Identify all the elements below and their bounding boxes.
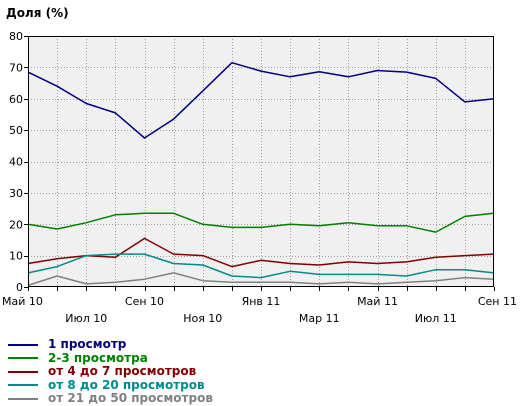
legend-swatch xyxy=(8,370,38,373)
x-tick-label: Мар 11 xyxy=(299,312,340,325)
legend-label: 2-3 просмотра xyxy=(48,350,148,365)
legend-item: 1 просмотр xyxy=(8,338,213,352)
x-tick-label: Май 11 xyxy=(357,295,398,308)
x-tick-label: Июл 11 xyxy=(415,312,457,325)
legend-label: от 8 до 20 просмотров xyxy=(48,377,205,392)
y-tick-label: 70 xyxy=(9,61,23,74)
legend-item: от 21 до 50 просмотров xyxy=(8,392,213,406)
plot-frame xyxy=(28,36,494,287)
x-tick-label: Ноя 10 xyxy=(183,312,222,325)
legend-label: от 21 до 50 просмотров xyxy=(48,391,213,406)
y-tick-label: 30 xyxy=(9,187,23,200)
y-tick-label: 0 xyxy=(16,281,23,294)
x-axis-ticks: Май 10 Сен 10 Янв 11 Май 11 Сен 11 Июл 10 Ноя … xyxy=(2,287,517,325)
y-tick-label: 80 xyxy=(9,30,23,43)
y-tick-label: 60 xyxy=(9,93,23,106)
legend-item: от 8 до 20 просмотров xyxy=(8,377,213,393)
legend-label: от 4 до 7 просмотров xyxy=(48,364,197,379)
series-line xyxy=(27,237,495,268)
legend-swatch xyxy=(8,357,38,360)
y-axis-ticks: 0 10 20 30 40 50 60 70 80 xyxy=(9,30,28,294)
y-tick-label: 50 xyxy=(9,124,23,137)
x-tick-label: Сен 11 xyxy=(478,295,517,308)
legend-item: 2-3 просмотра xyxy=(8,350,213,366)
x-tick-label: Сен 10 xyxy=(125,295,164,308)
y-tick-label: 10 xyxy=(9,250,23,263)
series-line xyxy=(27,61,495,139)
x-tick-label: Янв 11 xyxy=(242,295,281,308)
plot-area xyxy=(28,36,494,287)
series-line xyxy=(27,272,495,287)
legend-item: от 4 до 7 просмотров xyxy=(8,365,213,379)
legend-label: 1 просмотр xyxy=(48,337,127,352)
line-chart: Доля (%) 0 10 20 30 40 50 60 70 80 Май 10 Сен 10 Я… xyxy=(2,6,517,325)
series-line xyxy=(27,253,495,279)
y-tick-label: 40 xyxy=(9,156,23,169)
x-tick-label: Май 10 xyxy=(2,295,43,308)
y-axis-title: Доля (%) xyxy=(6,6,69,20)
series-line xyxy=(27,212,495,233)
y-tick-label: 20 xyxy=(9,218,23,231)
legend-swatch xyxy=(8,384,38,387)
legend: 1 просмотр 2-3 просмотра от 4 до 7 просмот… xyxy=(8,338,213,406)
legend-swatch xyxy=(8,343,38,346)
x-tick-label: Июл 10 xyxy=(65,312,107,325)
legend-swatch xyxy=(8,397,38,400)
series-lines xyxy=(27,61,495,287)
